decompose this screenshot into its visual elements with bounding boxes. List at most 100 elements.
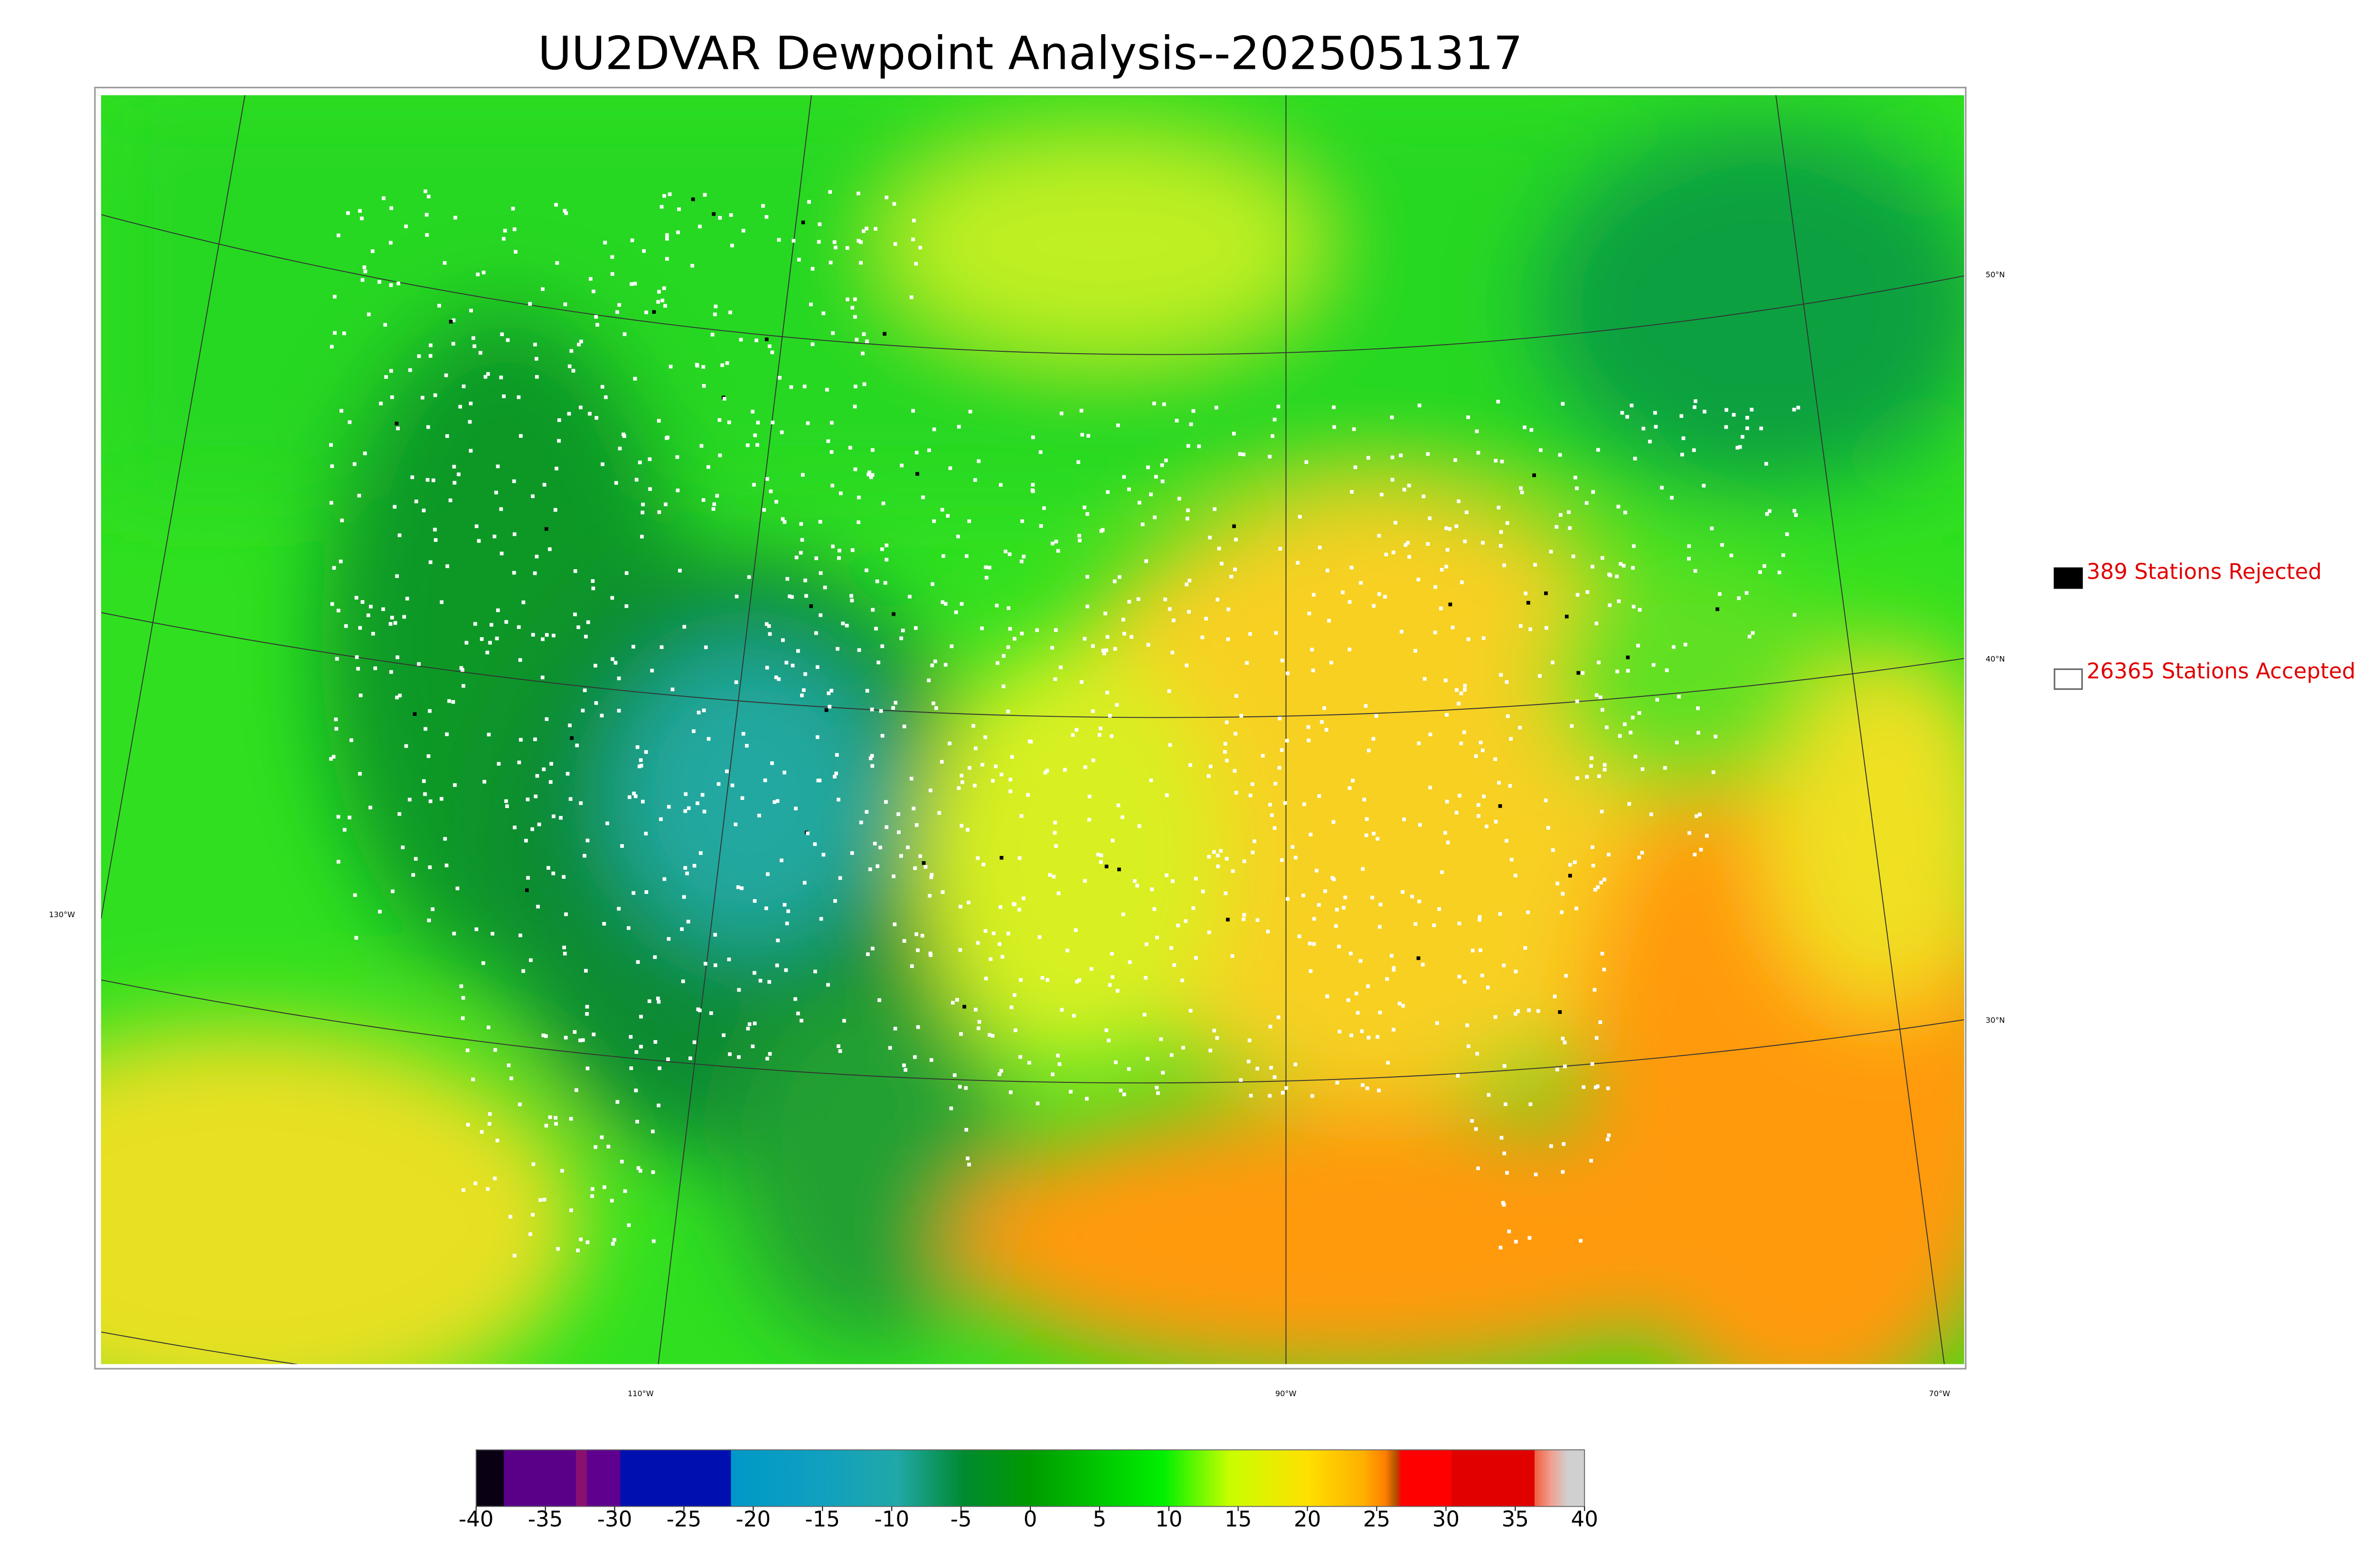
accepted-station [481,271,486,274]
accepted-station [1487,1093,1491,1097]
accepted-station [357,494,361,498]
accepted-station [1156,1091,1160,1095]
accepted-station [486,1187,490,1191]
accepted-station [747,575,751,579]
accepted-station [617,709,621,713]
accepted-station [425,478,430,482]
accepted-station [462,1188,465,1192]
accepted-station [421,395,424,400]
accepted-station [829,688,834,693]
accepted-station [1019,978,1023,982]
accepted-station [737,988,741,992]
accepted-station [1663,766,1667,770]
accepted-station [893,242,897,246]
accepted-station [1154,475,1158,479]
accepted-station [1497,506,1501,510]
accepted-station [1170,650,1175,655]
accepted-station [1152,402,1156,405]
accepted-station [641,510,645,515]
accepted-station [776,939,780,942]
accepted-station [1085,575,1090,579]
accepted-station [785,577,790,581]
accepted-station [799,522,803,526]
accepted-station [496,464,500,469]
accepted-station [402,615,406,619]
accepted-station [444,373,448,377]
accepted-station [1329,660,1333,665]
accepted-station [368,806,372,810]
accepted-station [1078,538,1082,543]
accepted-station [1571,554,1575,558]
accepted-station [1574,906,1578,911]
accepted-station [1167,689,1171,693]
accepted-station [1278,547,1282,551]
colorbar-ticks: -40 -35 -30 -25 -20 -15 -10 -5 0 5 10 15 20 25 30 35 40 [459,1506,1598,1531]
accepted-station [404,744,408,748]
accepted-station [1140,522,1145,526]
accepted-station [517,625,521,629]
accepted-station [910,964,914,968]
accepted-station [471,336,475,340]
accepted-station [817,240,821,244]
accepted-station [425,233,429,237]
accepted-station [639,763,643,768]
accepted-station [1482,794,1486,798]
accepted-station [1248,793,1253,798]
accepted-station [796,1011,800,1015]
accepted-station [1045,769,1049,773]
accepted-station [1245,661,1249,665]
accepted-station [754,338,759,342]
accepted-station [1401,1004,1405,1008]
accepted-station [1146,1057,1149,1061]
accepted-station [1059,412,1064,415]
accepted-station [397,533,402,537]
accepted-station [728,310,732,314]
accepted-station [964,1086,968,1090]
accepted-station [819,571,823,575]
accepted-station [1307,611,1311,616]
accepted-station [1466,1044,1470,1048]
accepted-station [940,760,944,764]
accepted-station [1714,734,1718,739]
accepted-station [1268,803,1272,807]
accepted-station [461,1016,465,1020]
accepted-station [753,1021,757,1025]
accepted-station [914,626,918,630]
accepted-station [1114,1060,1118,1064]
accepted-station [1501,1201,1505,1205]
accepted-station [751,1044,755,1049]
accepted-station [1457,975,1461,978]
accepted-station [753,433,757,437]
accepted-station [850,306,855,310]
accepted-station [1480,973,1484,977]
accepted-station [1581,671,1585,675]
rejected-station [883,332,886,336]
colorbar-tick-label: -20 [736,1506,771,1531]
rejected-station [892,612,895,616]
accepted-station [1551,660,1555,665]
accepted-station [1077,978,1082,982]
accepted-station [662,194,666,198]
accepted-station [781,638,785,642]
accepted-station [612,1238,616,1242]
accepted-station [563,209,567,213]
accepted-station [497,762,501,766]
accepted-station [1616,505,1620,509]
accepted-station [417,354,421,358]
accepted-station [1493,1015,1498,1019]
accepted-station [801,688,806,692]
accepted-station [981,863,986,866]
accepted-station [1597,774,1601,778]
accepted-station [799,551,803,555]
accepted-station [1458,794,1461,798]
rejected-station [962,1005,966,1009]
accepted-station [1171,618,1176,622]
accepted-station [1602,967,1606,972]
accepted-station [688,1056,692,1061]
accepted-station [862,332,866,336]
accepted-station [1008,627,1012,631]
accepted-station [1478,915,1482,919]
accepted-station [639,1044,643,1049]
accepted-station [1037,935,1042,939]
accepted-station [474,524,479,528]
